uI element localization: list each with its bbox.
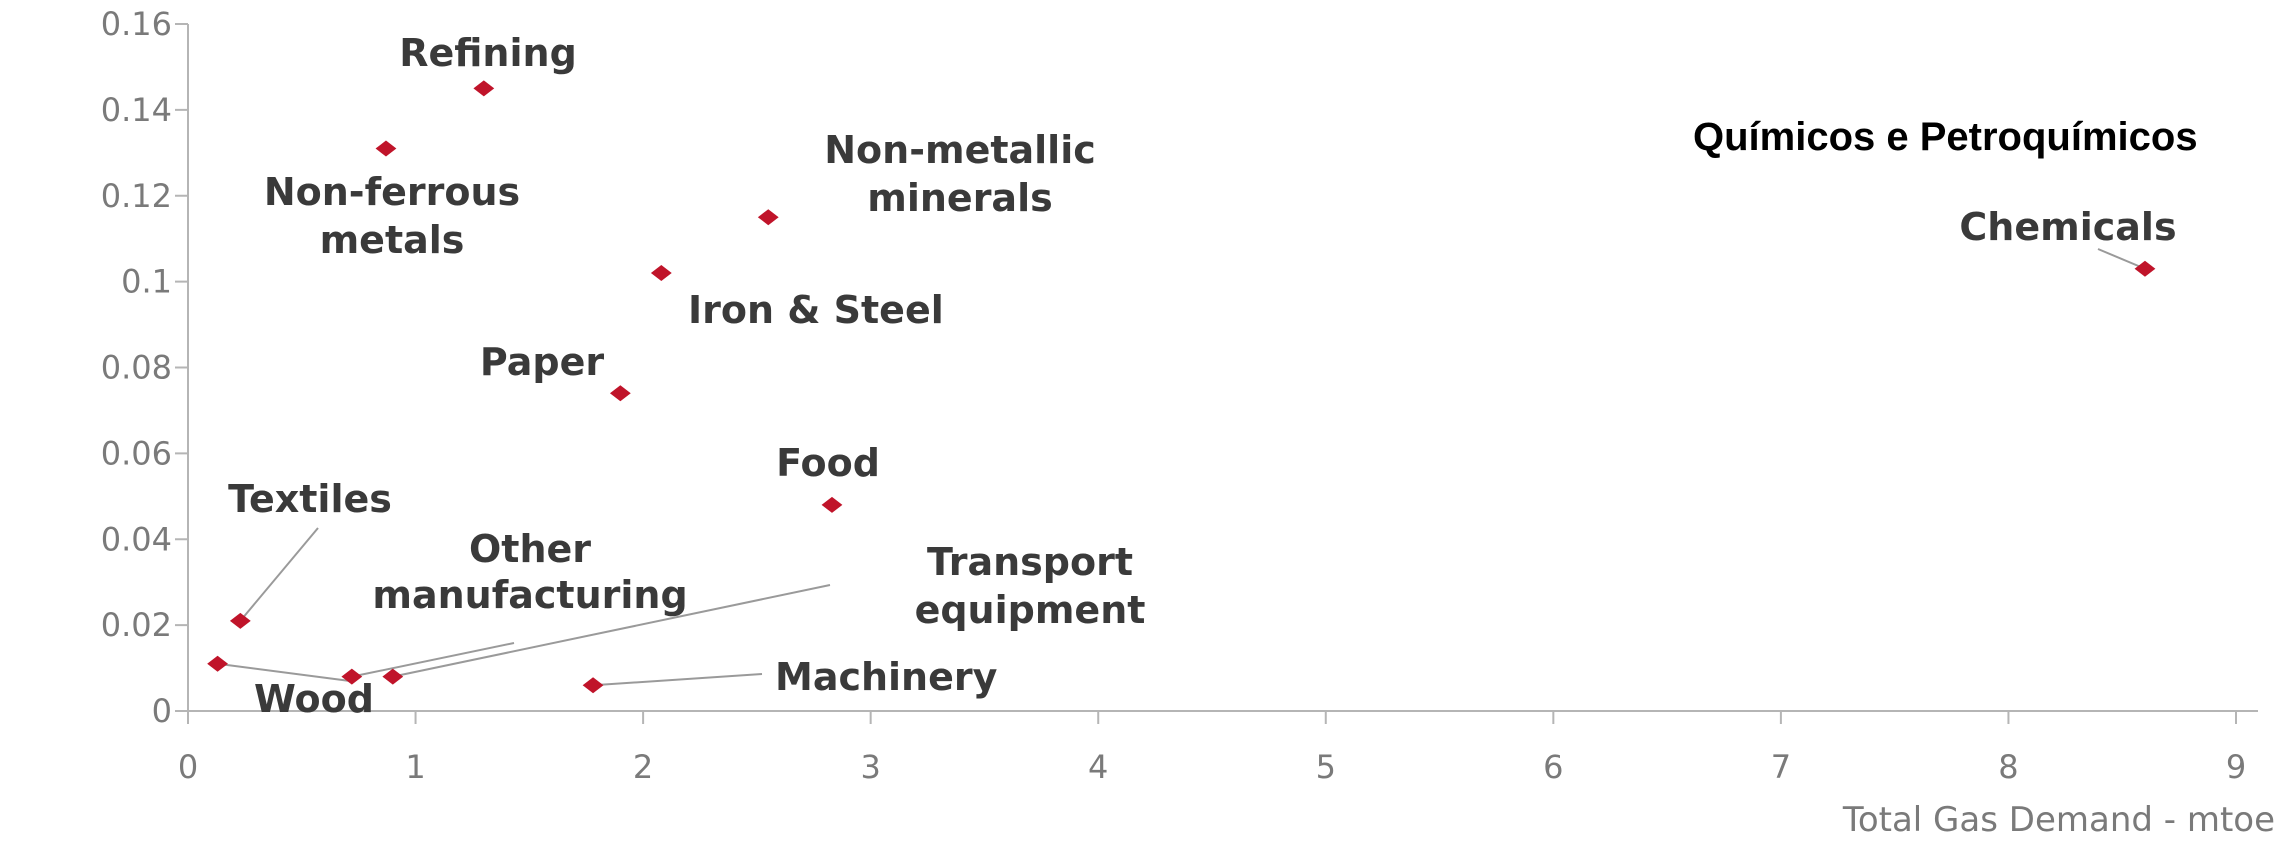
data-point [229, 612, 251, 629]
data-point-label: Transport equipment [915, 540, 1146, 632]
y-ticks: 0 0.02 0.04 0.06 0.08 0.1 0.12 0.14 0.16 [101, 5, 188, 730]
x-tick-label: 7 [1771, 748, 1791, 786]
data-point-label: Non-metallic minerals [824, 128, 1096, 220]
data-point-label: Textiles [228, 477, 392, 521]
leader-line [2097, 248, 2146, 270]
x-tick-label: 9 [2226, 748, 2246, 786]
leader-line [392, 584, 831, 678]
x-tick-label: 2 [633, 748, 653, 786]
y-tick-label: 0.02 [101, 606, 172, 644]
x-ticks: 0 1 2 3 4 5 6 7 8 9 [178, 711, 2246, 786]
data-point [582, 677, 604, 694]
y-tick-label: 0.12 [101, 177, 172, 215]
data-point-label: Other manufacturing [372, 527, 687, 617]
data-points [207, 80, 2156, 694]
leader-lines [217, 248, 2146, 687]
data-point-label: Chemicals [1959, 205, 2176, 249]
x-tick-label: 5 [1316, 748, 1336, 786]
data-point [609, 385, 631, 402]
data-point-label: Refining [399, 31, 577, 75]
data-point [382, 668, 404, 685]
data-point [650, 265, 672, 282]
y-tick-label: 0.08 [101, 349, 172, 387]
x-axis-title: Total Gas Demand - mtoe [1842, 800, 2275, 840]
x-tick-label: 1 [405, 748, 425, 786]
y-tick-label: 0.06 [101, 434, 172, 472]
x-tick-label: 3 [860, 748, 880, 786]
leader-line [351, 642, 515, 678]
data-point [757, 209, 779, 226]
leader-line [217, 662, 351, 682]
data-point [341, 668, 363, 685]
x-tick-label: 0 [178, 748, 198, 786]
leader-line [592, 673, 763, 687]
y-tick-label: 0 [152, 692, 172, 730]
data-point-label: Machinery [775, 655, 998, 699]
leader-line [239, 527, 319, 622]
data-point [375, 140, 397, 157]
data-point [473, 80, 495, 97]
data-point [2134, 260, 2156, 277]
y-tick-label: 0.1 [121, 263, 172, 301]
overlay-title: Químicos e Petroquímicos [1693, 115, 2198, 159]
data-point [207, 655, 228, 672]
x-tick-label: 8 [1998, 748, 2018, 786]
y-tick-label: 0.04 [101, 520, 172, 558]
data-point-label: Iron & Steel [688, 288, 944, 332]
data-point-label: Food [776, 441, 880, 485]
data-point [821, 496, 843, 513]
x-tick-label: 6 [1543, 748, 1563, 786]
data-point-label: Non-ferrous metals [264, 170, 520, 262]
y-tick-label: 0.16 [101, 5, 172, 43]
data-point-label: Paper [480, 340, 604, 384]
point-labels: Refining Non-ferrous metals Non-metallic min… [228, 31, 2176, 721]
x-tick-label: 4 [1088, 748, 1108, 786]
data-point-label: Wood [254, 677, 374, 721]
y-tick-label: 0.14 [101, 91, 172, 129]
